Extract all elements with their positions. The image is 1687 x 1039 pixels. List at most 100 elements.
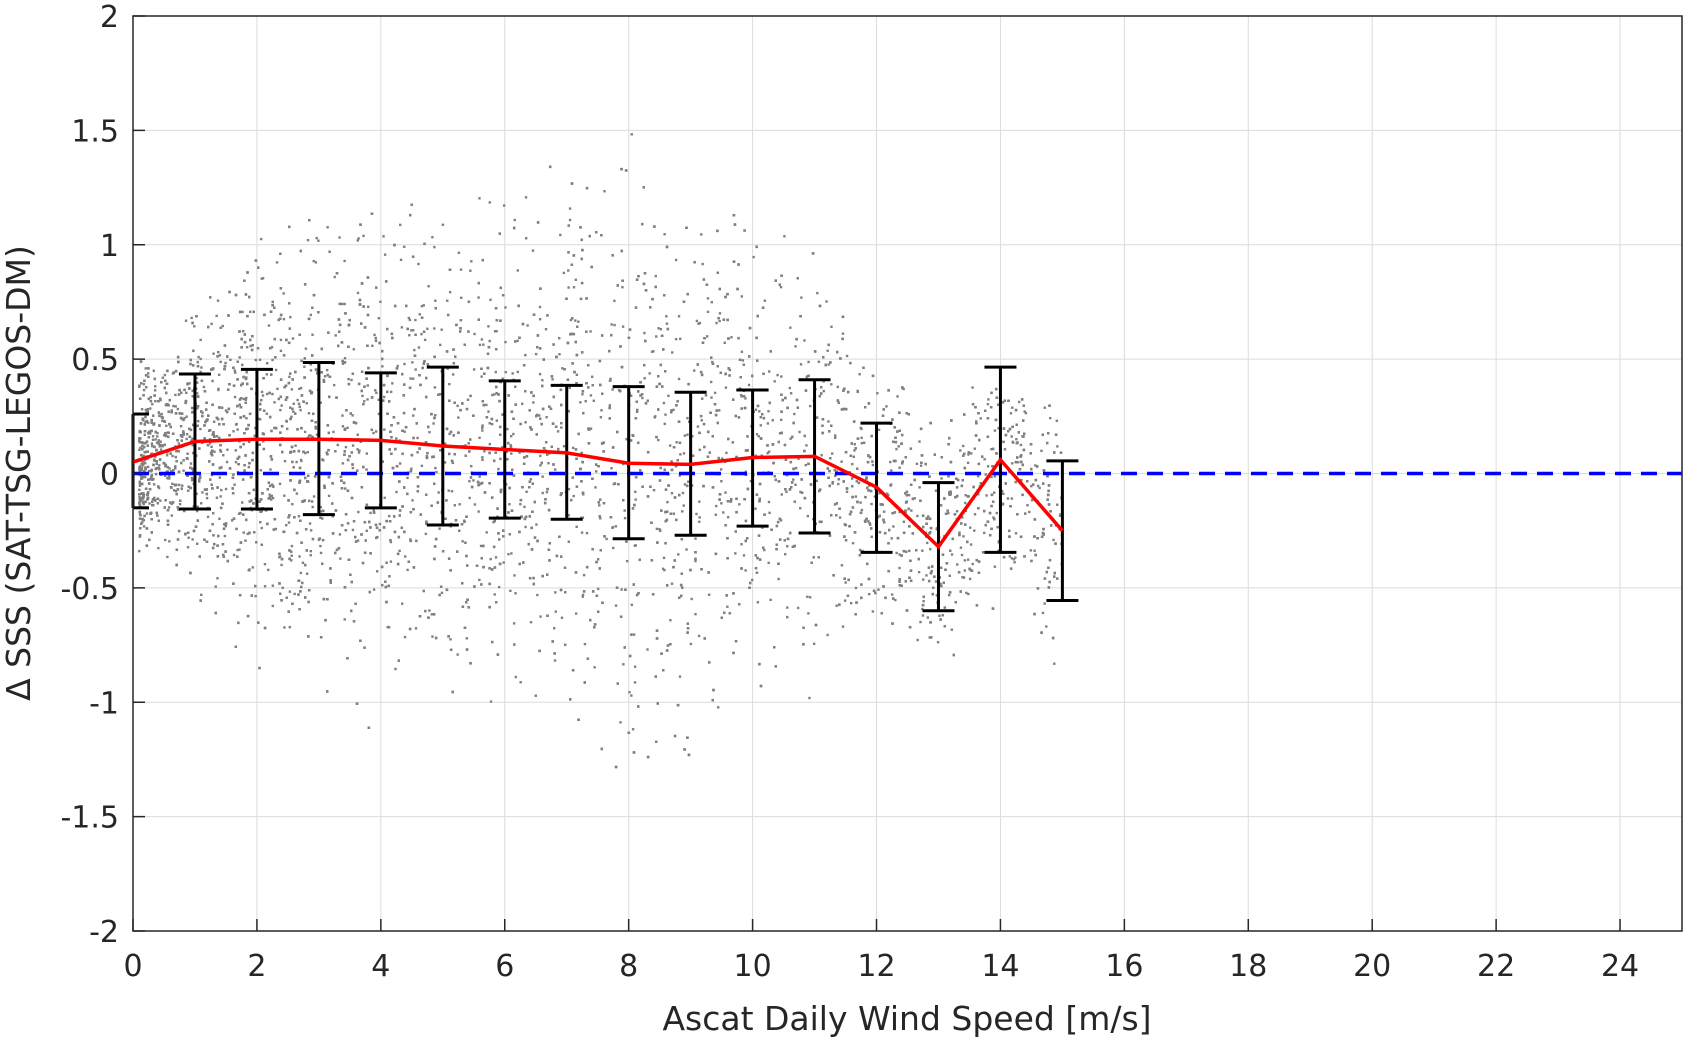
scatter-point	[254, 358, 257, 362]
scatter-point	[916, 638, 919, 642]
scatter-point	[1043, 406, 1046, 409]
scatter-point	[424, 532, 428, 536]
scatter-point	[821, 424, 824, 427]
scatter-point	[263, 585, 267, 588]
scatter-point	[504, 306, 507, 309]
scatter-point	[759, 424, 762, 427]
scatter-point	[818, 489, 821, 493]
scatter-point	[344, 445, 348, 449]
scatter-point	[677, 553, 680, 556]
scatter-point	[319, 551, 323, 555]
scatter-point	[315, 433, 319, 436]
scatter-point	[406, 476, 409, 480]
scatter-point	[707, 593, 711, 596]
scatter-point	[711, 360, 714, 364]
scatter-point	[509, 589, 512, 593]
scatter-point	[553, 659, 557, 662]
scatter-point	[825, 300, 828, 303]
scatter-point	[574, 612, 578, 615]
scatter-point	[1038, 486, 1041, 490]
scatter-point	[655, 527, 659, 531]
scatter-point	[303, 430, 307, 434]
scatter-point	[481, 429, 484, 432]
scatter-point	[534, 352, 538, 356]
scatter-point	[818, 520, 822, 523]
scatter-point	[138, 482, 142, 485]
scatter-point	[763, 548, 766, 552]
scatter-point	[306, 450, 309, 454]
scatter-point	[648, 372, 651, 375]
scatter-point	[433, 386, 437, 389]
scatter-point	[448, 290, 452, 294]
scatter-point	[690, 597, 693, 601]
scatter-point	[844, 581, 847, 584]
scatter-point	[700, 419, 703, 422]
scatter-point	[877, 588, 880, 591]
scatter-point	[411, 377, 415, 380]
scatter-point	[744, 397, 747, 400]
scatter-point	[312, 259, 315, 263]
scatter-point	[472, 479, 475, 482]
scatter-point	[473, 332, 476, 336]
scatter-point	[613, 299, 616, 303]
scatter-point	[973, 447, 976, 450]
scatter-point	[700, 373, 704, 377]
scatter-point	[922, 578, 925, 581]
scatter-point	[1029, 549, 1033, 552]
scatter-point	[447, 489, 450, 492]
scatter-point	[525, 490, 528, 494]
scatter-point	[559, 233, 562, 237]
scatter-point	[986, 402, 990, 406]
scatter-point	[646, 648, 649, 651]
scatter-point	[868, 484, 871, 487]
scatter-point	[1024, 411, 1028, 415]
scatter-point	[831, 452, 834, 455]
scatter-point	[662, 401, 666, 405]
scatter-point	[494, 556, 498, 559]
scatter-point	[780, 493, 783, 496]
scatter-point	[584, 400, 587, 403]
scatter-point	[698, 321, 702, 325]
scatter-point	[752, 255, 755, 259]
scatter-point	[177, 442, 181, 445]
scatter-point	[290, 554, 293, 557]
scatter-point	[657, 438, 660, 442]
scatter-point	[280, 563, 283, 567]
scatter-point	[915, 549, 918, 552]
scatter-point	[859, 501, 862, 504]
scatter-point	[572, 332, 576, 336]
scatter-point	[491, 393, 494, 397]
scatter-point	[910, 509, 913, 512]
scatter-point	[524, 196, 528, 199]
scatter-point	[364, 539, 367, 542]
scatter-point	[509, 435, 513, 438]
scatter-point	[926, 616, 929, 619]
scatter-point	[854, 495, 858, 498]
scatter-point	[766, 422, 770, 425]
scatter-point	[142, 502, 145, 506]
scatter-point	[541, 379, 544, 382]
scatter-point	[225, 460, 229, 464]
scatter-point	[198, 477, 201, 481]
scatter-point	[385, 519, 388, 523]
scatter-point	[966, 558, 970, 561]
scatter-point	[291, 503, 294, 506]
scatter-point	[786, 606, 789, 609]
scatter-point	[812, 642, 816, 645]
scatter-point	[841, 625, 845, 628]
scatter-point	[489, 557, 492, 561]
scatter-point	[976, 474, 980, 478]
scatter-point	[249, 344, 252, 348]
scatter-point	[1036, 484, 1040, 488]
scatter-point	[512, 622, 516, 625]
scatter-point	[185, 437, 188, 441]
scatter-point	[222, 553, 225, 557]
scatter-point	[553, 627, 556, 630]
scatter-point	[681, 510, 684, 513]
scatter-point	[806, 514, 810, 518]
scatter-point	[299, 408, 302, 412]
scatter-point	[304, 347, 308, 350]
scatter-point	[851, 485, 854, 488]
scatter-point	[562, 271, 566, 275]
scatter-point	[921, 607, 924, 611]
